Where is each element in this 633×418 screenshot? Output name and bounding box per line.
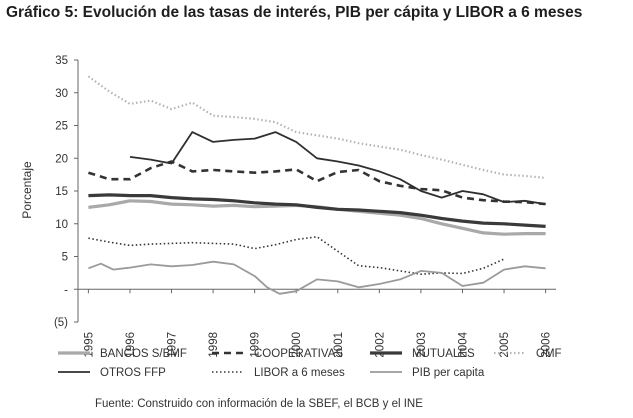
- x-tick-label: 1998: [208, 332, 220, 358]
- legend-label-pib-per-capita: PIB per capita: [412, 367, 485, 379]
- y-tick-label: -: [64, 284, 68, 296]
- y-tick-label: 25: [55, 121, 68, 133]
- x-tick-label: 1997: [167, 332, 179, 358]
- legend-label-bancos-s-bmf: BANCOS S/BMF: [100, 348, 187, 360]
- y-tick-label: (5): [54, 317, 68, 329]
- legend-layer: BANCOS S/BMF COOPERATIVAS MUTUALES OMF OTROS…: [58, 348, 562, 379]
- legend-label-mutuales: MUTUALES: [412, 348, 475, 360]
- series-line-cooperativas: [88, 160, 546, 206]
- series-line-pib-per-capita: [88, 260, 546, 295]
- series-line-otros-ffp: [129, 131, 546, 205]
- x-tick-label: 1995: [83, 332, 95, 358]
- chart-title: Gráfico 5: Evolución de las tasas de int…: [6, 4, 583, 21]
- x-tick-label: 2002: [374, 332, 386, 358]
- x-tick-label: 1999: [250, 332, 262, 358]
- legend-label-cooperativas: COOPERATIVAS: [254, 348, 343, 360]
- x-tick-label: 2003: [416, 332, 428, 358]
- y-tick-label: 15: [55, 186, 68, 198]
- series-line-mutuales: [88, 193, 546, 228]
- x-tick-label: 2004: [457, 331, 469, 357]
- x-tick-label: 1996: [125, 332, 137, 358]
- y-tick-label: 30: [55, 88, 68, 100]
- x-tick-label: 2000: [291, 332, 303, 358]
- axes-layer: (5) - 5 10 15 20 25 30 35 1995 1996 1997 1998 1999 200…: [54, 55, 556, 358]
- y-tick-label: 35: [55, 55, 68, 67]
- x-tick-label: 2005: [499, 332, 511, 358]
- legend-label-omf: OMF: [536, 348, 562, 360]
- x-tick-label: 2001: [333, 332, 345, 358]
- series-layer: [87, 75, 546, 295]
- source-note: Fuente: Construido con información de la…: [95, 398, 423, 410]
- series-line-omf: [87, 75, 546, 179]
- y-tick-label: 5: [62, 252, 68, 264]
- y-tick-label: 10: [55, 219, 68, 231]
- series-line-libor-a-6-meses: [88, 236, 505, 276]
- y-tick-label: 20: [55, 153, 68, 165]
- legend-label-libor-a-6-meses: LIBOR a 6 meses: [254, 367, 345, 379]
- x-tick-label: 2006: [541, 332, 553, 358]
- legend-label-otros-ffp: OTROS FFP: [100, 367, 166, 379]
